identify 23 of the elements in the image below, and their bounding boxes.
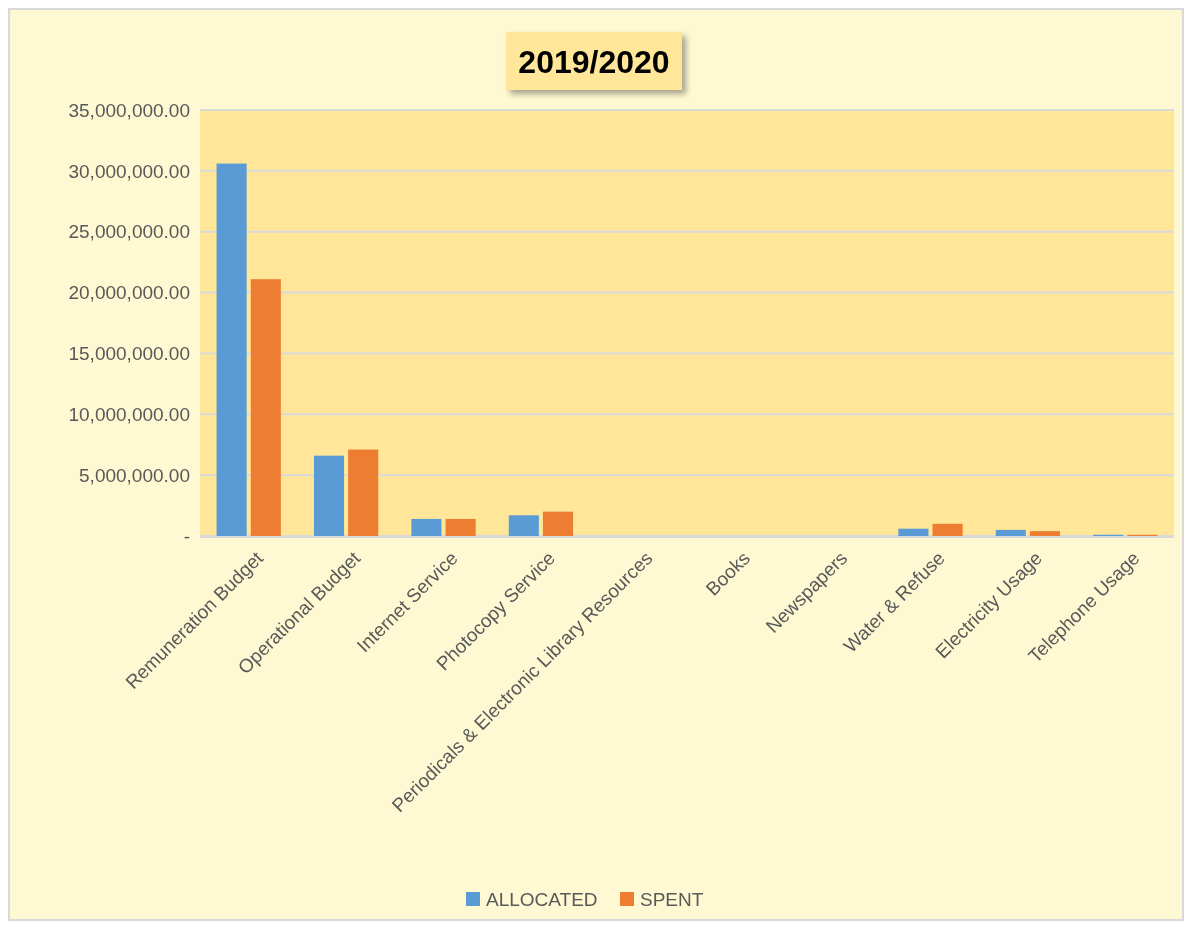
bar: [1029, 531, 1061, 536]
bar: [932, 523, 963, 536]
bar: [348, 449, 379, 536]
bar: [250, 279, 281, 536]
bar: [313, 455, 345, 536]
bar: [508, 515, 539, 536]
legend-label: ALLOCATED: [486, 888, 598, 910]
bar: [898, 528, 929, 536]
y-tick-label: 35,000,000.00: [68, 99, 190, 121]
y-tick-label: -: [183, 525, 190, 547]
y-tick-label: 5,000,000.00: [79, 464, 190, 486]
y-tick-label: 10,000,000.00: [68, 403, 190, 425]
y-tick-label: 30,000,000.00: [68, 160, 190, 182]
bar: [445, 518, 476, 536]
y-tick-label: 20,000,000.00: [68, 282, 190, 304]
bar: [216, 163, 247, 536]
legend-label: SPENT: [640, 888, 704, 910]
y-tick-label: 25,000,000.00: [68, 221, 190, 243]
y-tick-label: 15,000,000.00: [68, 343, 190, 365]
bar: [542, 511, 574, 536]
bar: [995, 529, 1026, 536]
bar: [411, 518, 442, 536]
chart-title: 2019/2020: [518, 44, 670, 81]
